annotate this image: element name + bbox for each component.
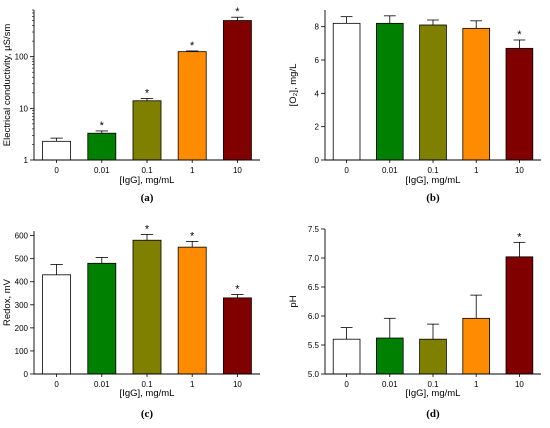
significance-star: * [235, 6, 240, 18]
x-tick-label: 1 [474, 380, 479, 389]
y-tick-label: 7.0 [308, 254, 320, 263]
bar [87, 262, 117, 375]
panel-label: (a) [141, 192, 154, 204]
x-axis-label: [IgG], mg/mL [406, 175, 461, 186]
y-tick-label: 100 [15, 347, 29, 356]
x-axis-label: [IgG], mg/mL [120, 175, 175, 186]
y-axis-label: Electrical conductivity, µS/sm [2, 24, 13, 147]
y-axis-label: Redox, mV [2, 278, 13, 326]
bar [376, 22, 404, 161]
panel-label: (c) [141, 408, 154, 420]
significance-star: * [517, 29, 522, 41]
chart-panel-d: 5.0 5.5 6.0 6.5 7.0 7.5 0 0.01 0.1 1 * 10 [IgG], mg/… [288, 225, 541, 420]
x-tick-label: 0 [54, 166, 59, 175]
bar [132, 239, 162, 375]
bar [42, 140, 72, 161]
significance-star: * [517, 231, 522, 243]
x-tick-label: 0 [344, 166, 349, 175]
bar [332, 22, 361, 161]
x-tick-label: 0 [344, 380, 349, 389]
y-tick-label: 5.0 [308, 370, 320, 379]
significance-star: * [145, 223, 150, 235]
bar [222, 20, 252, 161]
bar [132, 100, 162, 161]
x-tick-label: 0.1 [427, 380, 439, 389]
bar [419, 338, 447, 375]
significance-star: * [235, 283, 240, 295]
y-tick-label: 300 [15, 301, 29, 310]
panel-label: (b) [426, 192, 440, 204]
bar [332, 338, 361, 375]
bar [42, 274, 72, 375]
x-tick-label: 0.1 [141, 380, 153, 389]
x-tick-label: 10 [233, 166, 242, 175]
y-tick-label: 6 [315, 56, 320, 65]
x-tick-label: 0.1 [141, 166, 153, 175]
x-tick-label: 0.1 [427, 166, 439, 175]
bar [505, 47, 534, 161]
x-tick-label: 1 [190, 166, 195, 175]
bar [177, 51, 207, 161]
x-tick-label: 1 [474, 166, 479, 175]
bar [462, 317, 490, 375]
y-tick-label: 100 [15, 53, 29, 62]
bar [222, 297, 252, 375]
y-tick-label: 6.5 [308, 283, 320, 292]
x-tick-label: 0.01 [382, 380, 398, 389]
y-tick-label: 1 [24, 156, 29, 165]
x-tick-label: 0.01 [94, 380, 110, 389]
bar [177, 246, 207, 375]
y-tick-label: 6.0 [308, 312, 320, 321]
significance-star: * [190, 230, 195, 242]
x-tick-label: 0 [54, 380, 59, 389]
bar [462, 27, 490, 161]
significance-star: * [145, 87, 150, 99]
significance-star: * [100, 120, 105, 132]
x-tick-label: 10 [515, 166, 524, 175]
y-tick-label: 2 [315, 123, 320, 132]
bar [505, 256, 534, 375]
x-tick-label: 10 [515, 380, 524, 389]
y-tick-label: 5.5 [308, 341, 320, 350]
y-tick-label: 0 [315, 156, 320, 165]
bar [87, 132, 117, 161]
x-tick-label: 0.01 [382, 166, 398, 175]
y-tick-label: 500 [15, 255, 29, 264]
bar [419, 24, 447, 161]
y-tick-label: 200 [15, 324, 29, 333]
x-tick-label: 0.01 [94, 166, 110, 175]
y-tick-label: 8 [315, 23, 320, 32]
y-tick-label: 600 [15, 232, 29, 241]
bar [376, 337, 404, 375]
y-tick-label: 7.5 [308, 225, 320, 234]
significance-star: * [190, 40, 195, 52]
panel-label: (d) [426, 408, 440, 420]
chart-panel-b: 0 2 4 6 8 0 0.01 0.1 1 * 10 [IgG], mg/mL [O₂], mg/L (… [288, 10, 541, 204]
x-axis-label: [IgG], mg/mL [120, 388, 175, 399]
chart-panel-c: 0 100 200 300 400 500 600 0 0.01 * 0.1 * 1 * 10 [IgG], … [2, 223, 260, 420]
y-axis-label: [O₂], mg/L [288, 64, 299, 107]
chart-panel-a: 1 10 100 0 * 0.01 * 0.1 * 1 * 10 [IgG], mg/mL Electri… [2, 6, 260, 204]
y-tick-label: 10 [19, 104, 28, 113]
y-tick-label: 0 [24, 370, 29, 379]
x-axis-label: [IgG], mg/mL [406, 388, 461, 399]
y-tick-label: 400 [15, 278, 29, 287]
x-tick-label: 10 [233, 380, 242, 389]
y-tick-label: 4 [315, 89, 320, 98]
y-axis-label: pH [288, 295, 299, 307]
x-tick-label: 1 [190, 380, 195, 389]
